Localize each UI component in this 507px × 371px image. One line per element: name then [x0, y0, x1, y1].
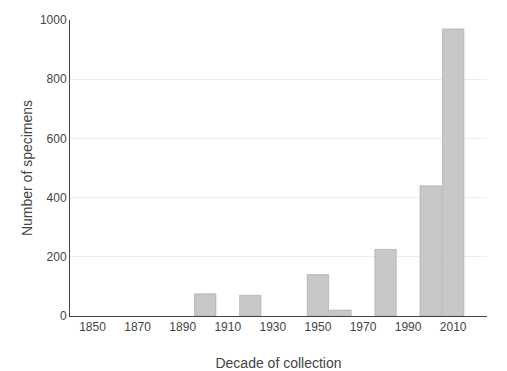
svg-text:0: 0 — [60, 309, 67, 323]
svg-text:1890: 1890 — [169, 320, 196, 334]
svg-text:1910: 1910 — [214, 320, 241, 334]
svg-text:800: 800 — [47, 72, 67, 86]
svg-text:600: 600 — [47, 132, 67, 146]
svg-text:1950: 1950 — [305, 320, 332, 334]
svg-text:1970: 1970 — [350, 320, 377, 334]
svg-text:Number of specimens: Number of specimens — [19, 100, 35, 236]
svg-text:400: 400 — [47, 191, 67, 205]
svg-text:1850: 1850 — [79, 320, 106, 334]
svg-text:1000: 1000 — [40, 13, 67, 27]
svg-text:200: 200 — [47, 250, 67, 264]
svg-text:1990: 1990 — [395, 320, 422, 334]
svg-text:Decade of collection: Decade of collection — [215, 355, 341, 371]
svg-text:1870: 1870 — [124, 320, 151, 334]
svg-text:2010: 2010 — [440, 320, 467, 334]
svg-text:1930: 1930 — [260, 320, 287, 334]
